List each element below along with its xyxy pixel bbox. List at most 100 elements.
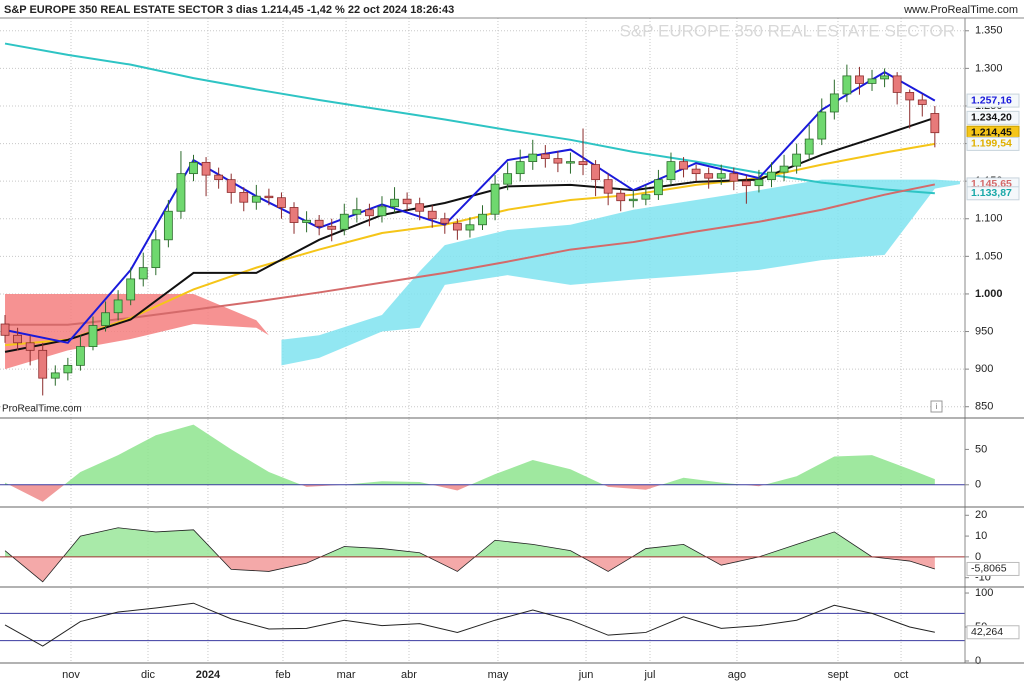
x-tick-label: jul <box>643 669 655 681</box>
candle-body <box>214 174 224 181</box>
candle-body <box>201 161 211 176</box>
candle-body <box>277 197 286 208</box>
moving-average <box>4 42 935 195</box>
oscillator-area <box>5 527 935 557</box>
price-label-box <box>966 110 1020 125</box>
candle-body <box>603 179 613 194</box>
candle-body <box>628 198 638 202</box>
candle-body <box>264 195 274 199</box>
candle-body <box>540 153 550 160</box>
x-tick-label: abr <box>401 669 417 681</box>
candle-body <box>754 179 764 187</box>
candle-body <box>691 168 701 175</box>
panel <box>0 508 965 586</box>
candle-body <box>390 198 399 208</box>
x-tick-label: mar <box>337 669 356 681</box>
instrument: S&P EUROPE 350 REAL ESTATE SECTOR <box>4 4 224 16</box>
oscillator-area <box>12 556 935 582</box>
y-tick-label: 850 <box>975 401 993 413</box>
candle-body <box>528 153 538 163</box>
y-tick-label: 20 <box>975 509 987 521</box>
price-label: 1.199,54 <box>971 138 1012 150</box>
candle-body <box>465 224 475 231</box>
candle-body <box>905 92 915 101</box>
y-tick-label: 0 <box>975 551 981 563</box>
ichimoku-cloud <box>281 179 960 366</box>
value-label-box <box>966 561 1020 576</box>
candle-body <box>76 346 85 366</box>
candle-body <box>817 111 827 140</box>
candle-body <box>917 99 927 105</box>
candle-body <box>704 173 714 179</box>
x-tick-label: dic <box>141 669 156 681</box>
value-label: -5,8065 <box>971 563 1007 575</box>
candle-body <box>741 180 751 187</box>
candle-body <box>415 203 425 212</box>
y-tick-label: 0 <box>975 655 981 667</box>
candle-body <box>0 323 10 336</box>
candle-body <box>641 194 651 200</box>
info-icon[interactable] <box>930 400 943 413</box>
moving-average <box>4 116 936 353</box>
candle-body <box>226 179 236 193</box>
price-label: 1.234,20 <box>971 112 1012 124</box>
y-tick-label: 10 <box>975 530 987 542</box>
site-link[interactable]: www.ProRealTime.com <box>903 4 1018 16</box>
candle-body <box>50 372 60 379</box>
panel <box>0 419 965 506</box>
candle-body <box>829 93 839 113</box>
oscillator-area <box>5 424 935 485</box>
period: 3 dias <box>227 4 258 16</box>
candle-body <box>402 198 412 205</box>
candle-body <box>880 75 889 80</box>
candle-body <box>13 334 22 344</box>
plot-layer: nov dic 2024 feb mar abr may jun jul ago sept oct 1.… <box>0 18 1020 681</box>
x-tick-label: sept <box>828 669 849 681</box>
candle-body <box>339 213 349 230</box>
candle-body <box>38 349 48 379</box>
y-tick-label: 900 <box>975 363 993 375</box>
candle-body <box>138 267 148 280</box>
value-label-box <box>966 625 1020 640</box>
panel <box>0 588 965 662</box>
header: S&P EUROPE 350 REAL ESTATE SECTOR 3 dias… <box>4 4 454 16</box>
candle-body <box>553 158 563 164</box>
change: -1,42 % <box>307 4 345 16</box>
x-tick-label: may <box>488 669 509 681</box>
candle-body <box>503 173 513 185</box>
y-tick-label: 0 <box>975 479 981 491</box>
candle-body <box>113 299 123 314</box>
candle-body <box>892 75 902 93</box>
candle-body <box>478 213 487 226</box>
candle-body <box>251 195 261 203</box>
candle-body <box>327 225 337 230</box>
price-label: 1.214,45 <box>971 126 1012 138</box>
moving-average <box>4 70 936 344</box>
price-label-box <box>966 186 1020 201</box>
y-tick-label: 1.050 <box>975 250 1003 262</box>
candle-body <box>855 75 864 84</box>
panel <box>0 18 965 418</box>
price-label-box <box>966 93 1020 108</box>
candle-body <box>490 183 500 215</box>
y-tick-label: 1.000 <box>975 288 1003 300</box>
candle-body <box>767 171 776 181</box>
last-price: 1.214,45 <box>261 4 304 16</box>
candle-body <box>679 161 688 170</box>
y-tick-label: 950 <box>975 325 993 337</box>
candle-body <box>126 278 136 301</box>
candle-body <box>591 164 600 181</box>
y-tick-label: 100 <box>975 587 993 599</box>
candle-body <box>163 210 173 241</box>
candle-body <box>25 342 35 351</box>
candle-body <box>440 218 450 224</box>
candle-body <box>189 161 198 175</box>
candle-body <box>867 78 877 84</box>
y-tick-label: 1.300 <box>975 62 1003 74</box>
candle-body <box>314 219 324 227</box>
candle-body <box>427 210 437 220</box>
candle-body <box>151 239 161 269</box>
candle-body <box>377 206 387 217</box>
